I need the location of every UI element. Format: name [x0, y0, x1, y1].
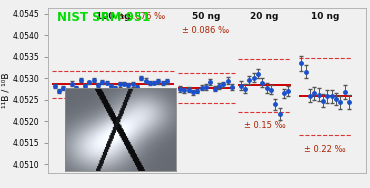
Text: ± 0.076 ‰: ± 0.076 ‰	[118, 12, 165, 21]
Text: ± 0.15 ‰: ± 0.15 ‰	[244, 121, 285, 130]
Text: 100 ng: 100 ng	[96, 12, 130, 21]
Y-axis label: ¹¹B / ¹⁰B: ¹¹B / ¹⁰B	[2, 73, 11, 108]
Text: ± 0.22 ‰: ± 0.22 ‰	[304, 145, 346, 154]
Text: 50 ng: 50 ng	[192, 12, 220, 21]
Text: ± 0.086 ‰: ± 0.086 ‰	[182, 26, 230, 35]
Text: 10 ng: 10 ng	[311, 12, 339, 21]
Text: 20 ng: 20 ng	[250, 12, 279, 21]
Text: NIST SRM 951: NIST SRM 951	[57, 11, 150, 24]
